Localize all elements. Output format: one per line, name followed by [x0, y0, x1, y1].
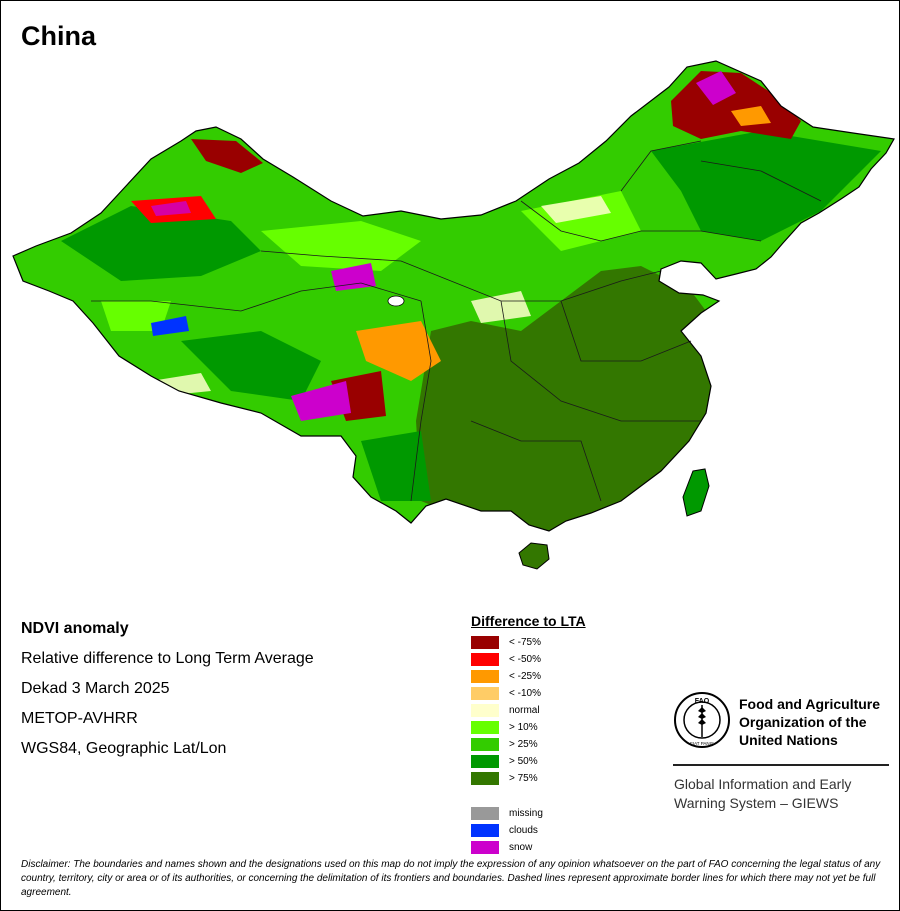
legend-title: Difference to LTA	[471, 613, 586, 629]
map-info-line: Dekad 3 March 2025	[21, 680, 170, 697]
fao-logo-motto: FIAT PANIS	[690, 741, 714, 746]
anomaly-zone-normal-a	[541, 196, 611, 223]
fao-logo-icon: FAO FIAT PANIS	[674, 692, 730, 748]
legend-swatch	[471, 636, 499, 649]
legend-item: > 75%	[471, 771, 586, 788]
anomaly-zone-over-50-northeast	[651, 131, 881, 241]
map-legend: Difference to LTA < -75% < -50% < -25% < -1…	[471, 613, 586, 857]
organization-name: Food and Agriculture Organization of the…	[739, 695, 880, 749]
legend-label: > 50%	[509, 756, 538, 767]
anomaly-zone-clouds-west	[101, 371, 125, 396]
map-info-line: NDVI anomaly	[21, 620, 129, 637]
anomaly-zone-normal-b	[471, 291, 531, 323]
qinghai-lake	[387, 295, 405, 307]
hainan-island	[518, 542, 550, 570]
legend-item: < -75%	[471, 635, 586, 652]
legend-item: < -50%	[471, 652, 586, 669]
legend-label: > 10%	[509, 722, 538, 733]
legend-swatch	[471, 721, 499, 734]
ndvi-anomaly-map	[12, 60, 895, 570]
anomaly-zone-over-75	[416, 266, 731, 531]
disclaimer: Disclaimer: The boundaries and names sho…	[21, 859, 881, 898]
legend-item: clouds	[471, 823, 586, 840]
legend-item: < -10%	[471, 686, 586, 703]
legend-label: < -75%	[509, 637, 541, 648]
legend-swatch	[471, 704, 499, 717]
legend-swatch	[471, 824, 499, 837]
divider	[673, 764, 889, 766]
anomaly-zone-under-25-qinghai	[356, 321, 441, 381]
legend-label: > 75%	[509, 773, 538, 784]
legend-label: snow	[509, 842, 533, 853]
fao-logo-text: FAO	[695, 698, 710, 705]
legend-swatch	[471, 772, 499, 785]
map-info-line: WGS84, Geographic Lat/Lon	[21, 740, 227, 757]
province-boundary-line	[520, 200, 762, 242]
legend-swatch	[471, 841, 499, 854]
anomaly-zone-over-50-northwest	[61, 206, 261, 281]
legend-swatch	[471, 738, 499, 751]
legend-item: > 25%	[471, 737, 586, 754]
anomaly-zone-under-75-northwest	[191, 139, 263, 173]
legend-classes: < -75% < -50% < -25% < -10% normal > 10% > 25%…	[471, 635, 586, 788]
province-boundary-line	[410, 300, 432, 502]
legend-swatch	[471, 807, 499, 820]
map-info: NDVI anomaly Relative difference to Long…	[21, 619, 314, 769]
legend-label: > 25%	[509, 739, 538, 750]
taiwan-island	[682, 468, 710, 517]
map-info-line: METOP-AVHRR	[21, 710, 138, 727]
map-info-line: Relative difference to Long Term Average	[21, 650, 314, 667]
anomaly-zone-clouds-tibet	[151, 316, 189, 336]
province-boundary-line	[91, 282, 422, 312]
anomaly-zone-over-50-tibet	[181, 331, 321, 401]
province-boundary-line	[500, 300, 701, 422]
anomaly-zone-snow-qinghai	[291, 381, 351, 421]
legend-label: missing	[509, 808, 543, 819]
program-name: Global Information and Early Warning Sys…	[674, 775, 851, 813]
organization-name-line: Organization of the	[739, 714, 867, 730]
province-boundary-line	[700, 160, 822, 202]
legend-label: clouds	[509, 825, 538, 836]
legend-label: normal	[509, 705, 540, 716]
province-boundary-line	[260, 250, 452, 282]
map-title: China	[21, 21, 97, 51]
anomaly-zone-under-25-northeast	[731, 106, 771, 126]
legend-item: snow	[471, 840, 586, 857]
legend-other: missing clouds snow	[471, 806, 586, 857]
legend-swatch	[471, 755, 499, 768]
legend-swatch	[471, 687, 499, 700]
anomaly-zone-snow-tianshan	[151, 201, 191, 216]
organization-name-line: Food and Agriculture	[739, 696, 881, 712]
legend-label: < -10%	[509, 688, 541, 699]
anomaly-zone-over-10-a	[261, 221, 421, 271]
legend-item: missing	[471, 806, 586, 823]
anomaly-zone-snow-northeast	[696, 71, 736, 105]
program-name-line: Warning System – GIEWS	[674, 795, 839, 811]
program-name-line: Global Information and Early	[674, 776, 852, 792]
legend-item: > 10%	[471, 720, 586, 737]
legend-label: < -25%	[509, 671, 541, 682]
legend-label: < -50%	[509, 654, 541, 665]
province-boundaries	[91, 140, 822, 502]
legend-item: > 50%	[471, 754, 586, 771]
legend-item: normal	[471, 703, 586, 720]
province-boundary-line	[560, 300, 692, 362]
organization-name-line: United Nations	[739, 732, 838, 748]
province-boundary-line	[620, 140, 702, 192]
legend-item: < -25%	[471, 669, 586, 686]
anomaly-layer	[61, 71, 881, 531]
legend-swatch	[471, 653, 499, 666]
legend-swatch	[471, 670, 499, 683]
province-boundary-line	[470, 420, 602, 502]
